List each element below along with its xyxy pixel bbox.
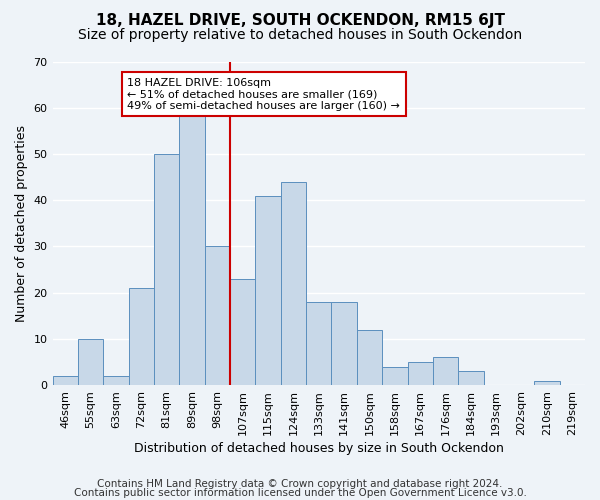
Bar [433, 358, 458, 385]
Bar [357, 330, 382, 385]
Bar [154, 154, 179, 385]
Bar [230, 279, 256, 385]
Bar [205, 246, 230, 385]
Bar [331, 302, 357, 385]
Bar [458, 372, 484, 385]
Bar [103, 376, 128, 385]
Bar [78, 339, 103, 385]
Y-axis label: Number of detached properties: Number of detached properties [15, 125, 28, 322]
Bar [534, 380, 560, 385]
Bar [306, 302, 331, 385]
Bar [281, 182, 306, 385]
Bar [128, 288, 154, 385]
Bar [407, 362, 433, 385]
Text: Size of property relative to detached houses in South Ockendon: Size of property relative to detached ho… [78, 28, 522, 42]
Text: 18 HAZEL DRIVE: 106sqm
← 51% of detached houses are smaller (169)
49% of semi-de: 18 HAZEL DRIVE: 106sqm ← 51% of detached… [127, 78, 400, 111]
Bar [53, 376, 78, 385]
Text: Contains HM Land Registry data © Crown copyright and database right 2024.: Contains HM Land Registry data © Crown c… [97, 479, 503, 489]
Bar [382, 366, 407, 385]
Text: 18, HAZEL DRIVE, SOUTH OCKENDON, RM15 6JT: 18, HAZEL DRIVE, SOUTH OCKENDON, RM15 6J… [95, 12, 505, 28]
Bar [179, 112, 205, 385]
Text: Contains public sector information licensed under the Open Government Licence v3: Contains public sector information licen… [74, 488, 526, 498]
X-axis label: Distribution of detached houses by size in South Ockendon: Distribution of detached houses by size … [134, 442, 504, 455]
Bar [256, 196, 281, 385]
